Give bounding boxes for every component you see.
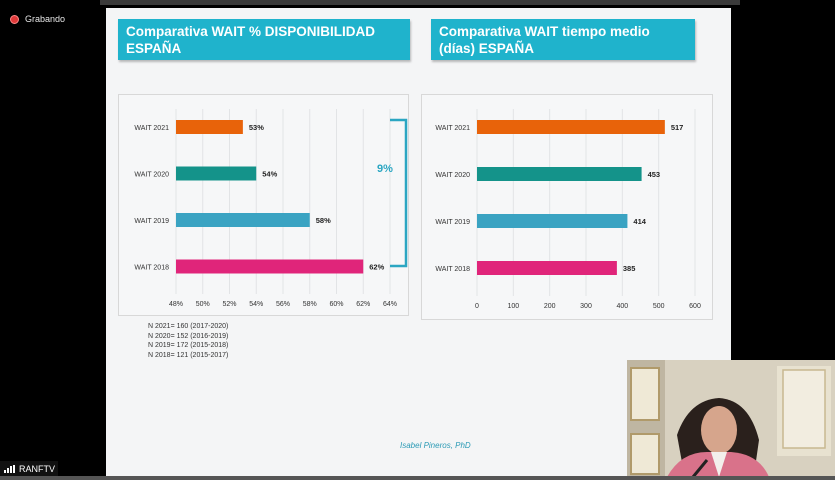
bar <box>477 214 628 228</box>
sample-size-notes: N 2021= 160 (2017-2020) N 2020= 152 (201… <box>148 322 228 360</box>
x-tick-label: 500 <box>653 303 665 310</box>
category-label: WAIT 2021 <box>435 125 470 132</box>
category-label: WAIT 2018 <box>134 265 169 272</box>
x-tick-label: 300 <box>580 303 592 310</box>
wait-days-chart: 0 100 200 300 400 500 600 WAIT 2021 517 WAIT 2020… <box>435 109 701 310</box>
stream-badge: RANFTV <box>0 461 58 476</box>
stream-label: RANFTV <box>19 463 55 474</box>
category-label: WAIT 2018 <box>435 266 470 273</box>
category-label: WAIT 2021 <box>134 125 169 132</box>
note-line: N 2018= 121 (2015-2017) <box>148 351 229 359</box>
x-tick-label: 64% <box>383 301 397 308</box>
x-tick-label: 0 <box>475 303 479 310</box>
left-chart-header: Comparativa WAIT % DISPONIBILIDAD ESPAÑA <box>118 19 410 60</box>
taskbar-strip <box>0 476 835 480</box>
bar <box>477 167 642 181</box>
signal-bars-icon <box>4 464 15 473</box>
value-label: 517 <box>671 123 684 132</box>
shared-slide: Comparativa WAIT % DISPONIBILIDAD ESPAÑA… <box>106 8 731 476</box>
category-label: WAIT 2019 <box>435 219 470 226</box>
bar <box>176 213 310 227</box>
x-tick-label: 200 <box>544 303 556 310</box>
speaker-video-frame <box>627 360 835 477</box>
bracket-label: 9% <box>377 163 393 175</box>
value-label: 453 <box>648 170 661 179</box>
bar <box>477 120 665 134</box>
availability-chart-box: 48% 50% 52% 54% 56% 58% 60% 62% 64% WAIT 2021 53% W… <box>118 94 409 316</box>
x-tick-label: 62% <box>356 301 370 308</box>
speaker-video <box>627 360 835 477</box>
availability-chart: 48% 50% 52% 54% 56% 58% 60% 62% 64% WAIT 2021 53% W… <box>134 109 397 308</box>
right-chart-header: Comparativa WAIT tiempo medio (días) ESP… <box>431 19 695 60</box>
value-label: 414 <box>633 217 646 226</box>
author-credit: Isabel Pineros, PhD <box>400 441 471 450</box>
note-line: N 2021= 160 (2017-2020) <box>148 323 229 330</box>
recording-indicator: Grabando <box>10 14 65 24</box>
x-tick-label: 600 <box>689 303 701 310</box>
x-tick-label: 100 <box>507 303 519 310</box>
value-label: 54% <box>262 170 277 179</box>
value-label: 53% <box>249 123 264 132</box>
category-label: WAIT 2020 <box>134 172 169 179</box>
x-tick-label: 60% <box>329 301 343 308</box>
bar <box>176 120 243 134</box>
x-tick-label: 50% <box>196 301 210 308</box>
x-tick-label: 54% <box>249 301 263 308</box>
x-tick-label: 58% <box>303 301 317 308</box>
value-label: 58% <box>316 216 331 225</box>
category-label: WAIT 2019 <box>134 218 169 225</box>
bracket-icon <box>390 118 408 268</box>
x-tick-label: 400 <box>616 303 628 310</box>
bar <box>176 166 257 181</box>
category-label: WAIT 2020 <box>435 172 470 179</box>
record-icon <box>10 14 19 24</box>
note-line: N 2019= 172 (2015-2018) <box>148 342 229 349</box>
value-label: 385 <box>623 264 636 273</box>
x-tick-label: 48% <box>169 301 183 308</box>
bar <box>176 259 364 274</box>
note-line: N 2020= 152 (2016-2019) <box>148 332 229 340</box>
difference-bracket <box>390 118 408 268</box>
value-label: 62% <box>369 263 384 272</box>
meeting-top-bar <box>100 0 740 5</box>
wait-days-chart-box: 0 100 200 300 400 500 600 WAIT 2021 517 WAIT 2020… <box>421 94 713 320</box>
bar <box>477 261 617 275</box>
x-tick-label: 56% <box>276 301 290 308</box>
recording-label: Grabando <box>25 14 66 24</box>
x-tick-label: 52% <box>222 301 236 308</box>
